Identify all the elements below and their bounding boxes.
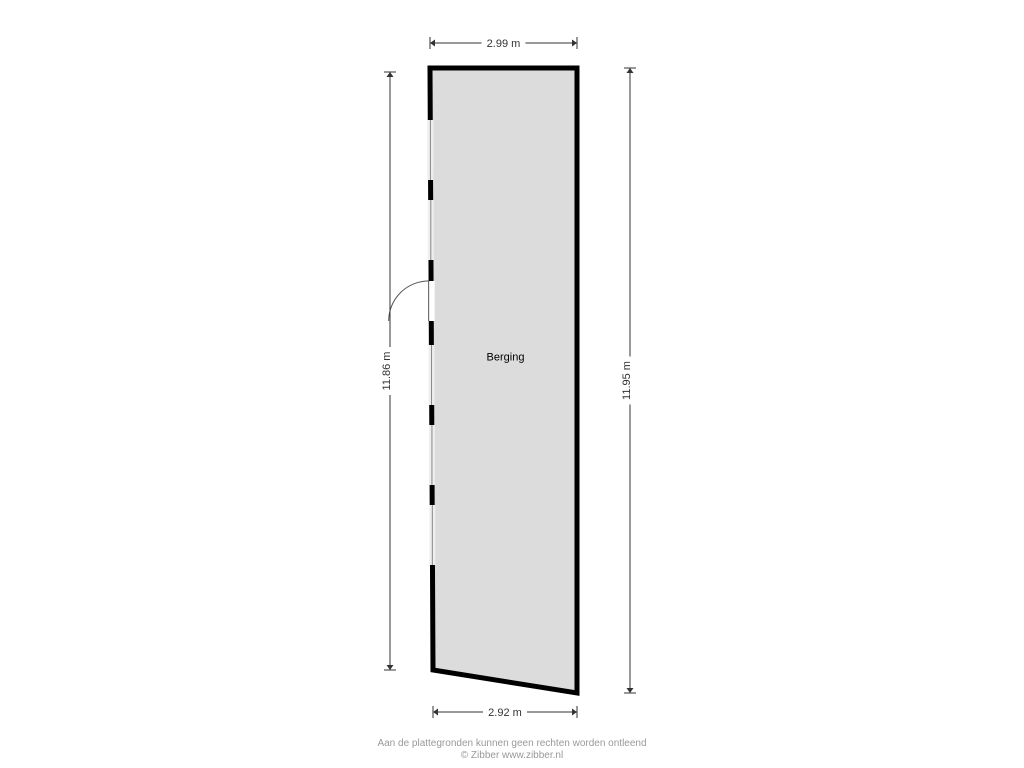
room-label: Berging	[487, 352, 525, 364]
dim-arrowhead	[387, 72, 394, 77]
footer-line-1: Aan de plattegronden kunnen geen rechten…	[377, 738, 646, 749]
dim-arrowhead	[627, 68, 634, 73]
dim-arrowhead	[387, 665, 394, 670]
door-swing-arc	[389, 281, 429, 321]
dim-label: 11.86 m	[381, 352, 393, 391]
dim-arrowhead	[433, 709, 438, 716]
room-fill	[430, 68, 577, 693]
footer-line-2: © Zibber www.zibber.nl	[461, 750, 563, 761]
dim-arrowhead	[430, 40, 435, 47]
dim-label: 2.92 m	[488, 707, 522, 719]
dim-arrowhead	[572, 40, 577, 47]
dim-arrowhead	[627, 688, 634, 693]
dim-arrowhead	[572, 709, 577, 716]
dim-label: 11.95 m	[621, 361, 633, 400]
dim-label: 2.99 m	[487, 38, 521, 50]
